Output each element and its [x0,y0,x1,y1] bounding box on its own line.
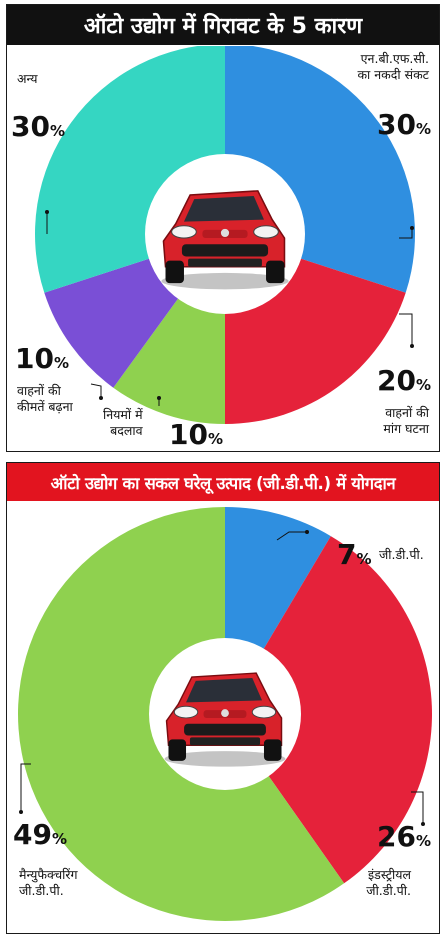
car-image [164,672,286,767]
slice-label: एन.बी.एफ.सी. का नकदी संकट [357,51,429,82]
percent-value: 10 [15,342,54,375]
slice-percent: 49% [13,821,67,849]
chart-panel-causes: ऑटो उद्योग में गिरावट के 5 कारण एन.बी.एफ… [6,4,440,452]
leader-dot [305,530,309,534]
slice-label-line2: का नकदी संकट [357,66,429,82]
slice-label-line1: वाहनों की [17,383,61,398]
percent-sign: % [207,430,223,448]
slice-label: वाहनों की मांग घटना [383,405,429,436]
leader-dot [99,396,103,400]
leader-dot [410,226,414,230]
leader-dot [410,344,414,348]
leader-line [276,531,307,541]
percent-sign: % [415,832,431,850]
chart-title: ऑटो उद्योग में गिरावट के 5 कारण [7,5,439,45]
percent-sign: % [356,550,372,568]
percent-value: 7 [337,538,357,571]
slice-label-line2: मांग घटना [383,420,429,436]
leader-dot [45,210,49,214]
percent-value: 30 [11,110,50,143]
slice-label-line1: इंडस्ट्रीयल [368,867,411,882]
slice-percent: 10% [169,421,223,449]
leader-line [411,791,424,824]
slice-percent: 30% [11,113,65,141]
percent-sign: % [49,122,65,140]
slice-label: नियमों में बदलाव [103,407,143,438]
leader-line [399,228,413,239]
slice-label-line2: जी.डी.पी. [366,882,411,898]
slice-label-line1: एन.बी.एफ.सी. [360,51,429,66]
slice-label-line1: नियमों में [103,407,143,422]
leader-line [399,313,413,346]
slice-label: वाहनों की कीमतें बढ़ना [17,383,73,414]
percent-value: 20 [377,364,416,397]
slice-label-line1: अन्य [17,71,38,86]
slice-label: मैन्युफैक्चरिंग जी.डी.पी. [19,867,78,898]
car-image [161,190,289,290]
pie-slice [225,536,432,884]
leader-line [90,383,102,398]
percent-sign: % [415,376,431,394]
slice-label: इंडस्ट्रीयल जी.डी.पी. [366,867,411,898]
percent-sign: % [415,120,431,138]
slice-label: जी.डी.पी. [379,547,424,563]
percent-value: 30 [377,108,416,141]
percent-sign: % [51,830,67,848]
slice-label-line1: जी.डी.पी. [379,547,424,562]
percent-value: 10 [169,418,208,451]
slice-percent: 7% [337,541,372,569]
slice-label-line2: कीमतें बढ़ना [17,398,73,414]
percent-sign: % [53,354,69,372]
slice-label-line1: मैन्युफैक्चरिंग [19,867,78,882]
leader-dot [157,396,161,400]
slice-label: अन्य [17,71,38,87]
pie-chart-causes [35,46,415,425]
pie-chart-gdp [17,507,432,921]
chart-panel-gdp: ऑटो उद्योग का सकल घरेलू उत्पाद (जी.डी.पी… [6,462,440,934]
percent-value: 26 [377,820,416,853]
slice-percent: 30% [377,111,431,139]
slice-label-line2: जी.डी.पी. [19,882,64,898]
slice-label-line2: बदलाव [110,422,143,438]
percent-value: 49 [13,818,52,851]
leader-line [20,763,31,812]
slice-percent: 10% [15,345,69,373]
leader-dot [421,822,425,826]
slice-percent: 26% [377,823,431,851]
slice-percent: 20% [377,367,431,395]
leader-dot [19,810,23,814]
slice-label-line1: वाहनों की [385,405,429,420]
chart-title: ऑटो उद्योग का सकल घरेलू उत्पाद (जी.डी.पी… [7,463,439,501]
